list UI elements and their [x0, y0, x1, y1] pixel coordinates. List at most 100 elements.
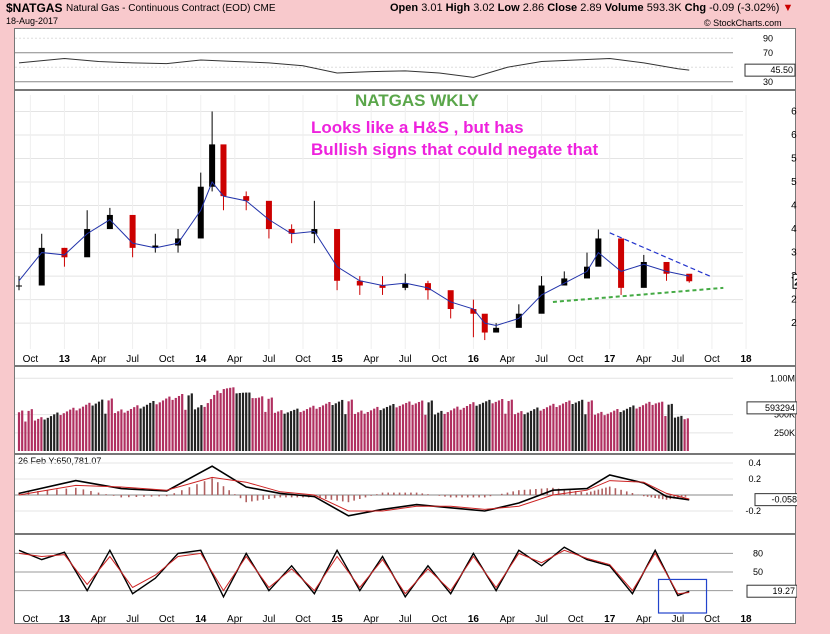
- volume-bar: [590, 400, 593, 451]
- candle-body: [16, 285, 22, 287]
- candle-body: [288, 229, 295, 234]
- macd-histogram-bar: [518, 490, 520, 495]
- volume-bar: [443, 413, 446, 451]
- rsi-last-value-box: [744, 63, 796, 77]
- volume-bar: [616, 409, 619, 451]
- price-x-tick-label: Apr: [227, 354, 243, 365]
- stochastic-x-tick-label: 16: [468, 614, 480, 625]
- volume-bar: [581, 399, 584, 451]
- volume-bar: [494, 401, 497, 451]
- macd-histogram-bar: [586, 492, 588, 495]
- ohlc-readout: Open 3.01 High 3.02 Low 2.86 Close 2.89 …: [390, 2, 793, 14]
- volume-bar: [446, 412, 449, 451]
- macd-histogram-bar: [239, 495, 242, 499]
- volume-bar: [657, 402, 661, 451]
- macd-histogram-bar: [580, 491, 583, 495]
- stochastic-x-tick-label: Oct: [704, 614, 720, 625]
- stochastic-x-tick-label: 18: [740, 614, 752, 625]
- volume-bar: [158, 402, 161, 451]
- low-label: Low: [497, 2, 520, 14]
- price-x-tick-label: Oct: [23, 354, 39, 365]
- volume-bar: [376, 406, 379, 451]
- macd-histogram-bar: [614, 488, 617, 495]
- macd-histogram-bar: [56, 489, 58, 495]
- volume-bar: [289, 411, 293, 451]
- volume-bar: [161, 400, 165, 451]
- volume-bar: [296, 408, 299, 451]
- credit: © StockCharts.com: [704, 18, 782, 28]
- volume-bar: [437, 412, 440, 451]
- support-trendline: [552, 286, 724, 303]
- volume-bar: [24, 421, 27, 451]
- stochastic-chart: 80 50 19.27 Oct 13 Apr Jul Oct 14 Apr Jul Oct 15 Apr J…: [15, 546, 797, 625]
- high-label: High: [445, 2, 471, 14]
- volume-bar: [513, 414, 517, 451]
- volume-bar: [286, 412, 289, 451]
- macd-histogram-bar: [211, 478, 213, 495]
- price-x-tick-label: Apr: [91, 354, 107, 365]
- volume-bar: [101, 399, 104, 451]
- macd-histogram-bar: [593, 490, 596, 495]
- volume-bar: [225, 388, 229, 451]
- note-line-1: Looks like a H&S , but has: [311, 118, 524, 137]
- candle-body: [538, 285, 545, 314]
- chg-label: Chg: [684, 2, 707, 14]
- stochastic-k-line: [18, 546, 690, 599]
- macd-tick-label: 0.4: [748, 458, 761, 468]
- macd-histogram-bar: [97, 492, 100, 495]
- volume-bar: [488, 399, 491, 451]
- price-x-tick-label: Oct: [159, 354, 175, 365]
- macd-histogram-bar: [601, 488, 603, 495]
- candle-body: [402, 283, 409, 288]
- volume-bar: [238, 392, 241, 451]
- macd-histogram-bar: [341, 495, 344, 502]
- volume-bar: [363, 413, 366, 451]
- macd-histogram-bar: [324, 495, 327, 499]
- candle-body: [584, 266, 590, 279]
- macd-histogram-bar: [75, 487, 77, 495]
- volume-bar: [94, 403, 97, 451]
- macd-histogram-bar: [620, 489, 622, 495]
- close-value: 2.89: [580, 2, 602, 14]
- volume-bar: [411, 404, 414, 451]
- volume-bar: [440, 410, 443, 451]
- volume-bar: [683, 419, 686, 451]
- macd-histogram-bar: [46, 490, 49, 495]
- volume-bar: [110, 398, 113, 451]
- volume-bar: [280, 410, 283, 451]
- macd-histogram-bar: [370, 495, 372, 496]
- volume-bar: [421, 400, 424, 451]
- volume-bar: [507, 401, 510, 451]
- volume-bar: [309, 407, 312, 451]
- macd-histogram-bar: [646, 495, 649, 497]
- volume-bar: [561, 403, 565, 451]
- volume-bar: [267, 398, 270, 451]
- volume-bar: [350, 399, 353, 451]
- candle-body: [209, 144, 216, 187]
- volume-bar: [270, 397, 273, 451]
- stochastic-x-tick-label: Jul: [399, 614, 412, 625]
- candle-body: [424, 283, 431, 291]
- macd-histogram-bar: [387, 492, 389, 495]
- candle-body: [686, 273, 693, 282]
- volume-bar: [174, 397, 177, 451]
- macd-label: 26 Feb Y:650,781.07: [18, 456, 101, 466]
- price-tick-label: 3.5: [791, 248, 797, 259]
- volume-bar: [318, 407, 321, 451]
- price-x-tick-label: Apr: [500, 354, 516, 365]
- volume-bar: [491, 403, 494, 451]
- macd-histogram-bar: [353, 495, 355, 501]
- macd-histogram-bar: [529, 489, 531, 495]
- volume-bar: [155, 404, 158, 451]
- volume-panel: 1.00M 500K 250K 593294: [14, 366, 797, 454]
- stochastic-x-tick-label: Oct: [159, 614, 175, 625]
- volume-value: 593.3K: [646, 2, 682, 14]
- stochastic-x-tick-label: Apr: [227, 614, 243, 625]
- macd-histogram-bar: [523, 489, 526, 495]
- volume-bar: [203, 406, 206, 451]
- volume-bar: [600, 411, 603, 451]
- volume-bar: [277, 411, 280, 451]
- macd-histogram-bar: [478, 495, 480, 498]
- price-x-tick-label: 13: [59, 354, 71, 365]
- volume-bar: [75, 410, 78, 451]
